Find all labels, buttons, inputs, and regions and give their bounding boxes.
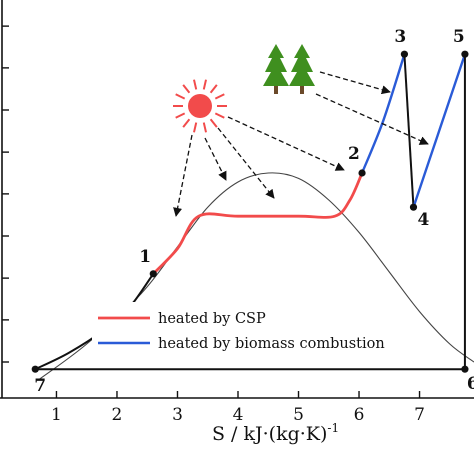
y-ticks xyxy=(2,25,9,363)
sun-arrow-to-plateau xyxy=(204,137,227,181)
tree-icon-2 xyxy=(289,44,315,94)
state-point-4 xyxy=(409,203,418,211)
series-biomass-heating-1 xyxy=(360,53,406,174)
tree-icon-1 xyxy=(263,44,289,94)
state-label-4: 4 xyxy=(417,210,429,230)
tree-icon xyxy=(263,44,315,94)
state-point-1 xyxy=(149,270,157,278)
sun-icon xyxy=(173,79,227,133)
x-axis-title-text: S / kJ·(kg·K) xyxy=(212,423,327,445)
sun-ray xyxy=(182,84,191,94)
sun-arrow-to-dome xyxy=(217,127,275,199)
series-expansion-1 xyxy=(403,54,415,208)
sun-ray xyxy=(193,122,198,133)
sun-ray xyxy=(209,118,218,128)
x-tick-label-3: 3 xyxy=(172,405,183,425)
decorations xyxy=(173,44,429,217)
sun-disc xyxy=(188,94,212,118)
x-tick-label-5: 5 xyxy=(293,405,304,425)
series-csp-heating xyxy=(152,172,364,275)
sun-ray xyxy=(209,84,218,94)
x-axis-title: S / kJ·(kg·K)-1 xyxy=(212,421,339,445)
x-ticks: 1 2 3 4 5 6 7 xyxy=(51,391,425,425)
series-biomass-heating-2 xyxy=(412,53,467,208)
sun-arrow-to-1 xyxy=(173,134,193,217)
cycle-series xyxy=(34,53,467,371)
state-point-6 xyxy=(461,365,469,373)
x-tick-label-4: 4 xyxy=(233,405,244,425)
x-tick-label-6: 6 xyxy=(354,405,365,425)
state-point-3 xyxy=(400,50,409,58)
state-point-7 xyxy=(31,365,39,373)
legend-frame xyxy=(92,302,362,354)
state-points: 1 2 3 4 5 6 7 xyxy=(31,27,474,396)
tree-arrow-to-3 xyxy=(319,71,391,95)
state-point-2 xyxy=(358,169,366,177)
x-axis-title-exponent: -1 xyxy=(327,421,339,435)
legend: heated by CSP heated by biomass combusti… xyxy=(92,302,385,354)
state-label-1: 1 xyxy=(139,247,151,267)
sun-ray xyxy=(175,93,186,100)
sun-ray xyxy=(202,122,207,133)
state-label-6: 6 xyxy=(467,374,474,394)
x-tick-label-7: 7 xyxy=(414,405,425,425)
sun-ray xyxy=(214,112,225,119)
sun-ray xyxy=(214,93,225,100)
sun-ray xyxy=(202,79,207,90)
state-label-5: 5 xyxy=(453,27,465,47)
state-point-5 xyxy=(461,50,469,58)
axes xyxy=(0,0,474,399)
saturation-dome-curve xyxy=(37,172,474,381)
sun-ray xyxy=(182,118,191,128)
heat-arrows xyxy=(173,71,429,217)
x-tick-label-2: 2 xyxy=(112,405,123,425)
sun-ray xyxy=(193,79,198,90)
sun-arrow-to-2 xyxy=(227,116,345,171)
state-label-3: 3 xyxy=(394,27,406,47)
legend-label-biomass: heated by biomass combustion xyxy=(158,336,385,352)
legend-label-csp: heated by CSP xyxy=(158,311,266,327)
x-tick-label-1: 1 xyxy=(51,405,62,425)
tree-arrow-to-5 xyxy=(315,93,429,145)
sun-ray xyxy=(175,112,186,119)
state-label-7: 7 xyxy=(34,376,46,396)
state-label-2: 2 xyxy=(348,144,360,164)
